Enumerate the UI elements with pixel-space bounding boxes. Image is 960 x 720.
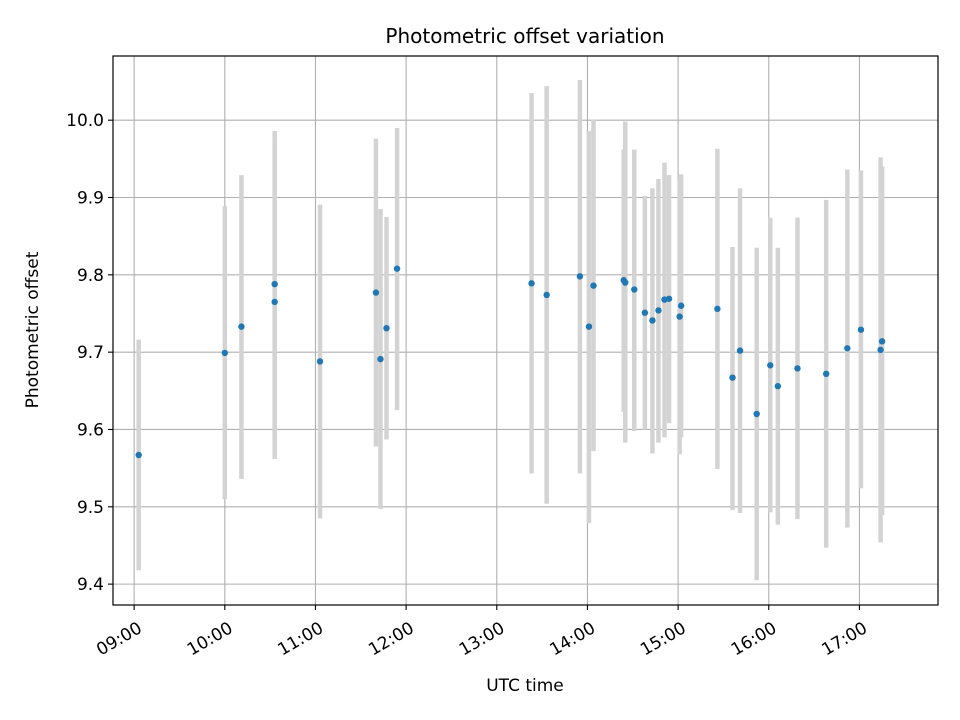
data-point	[676, 313, 683, 320]
data-point	[729, 374, 736, 381]
data-point	[631, 286, 638, 293]
chart-title: Photometric offset variation	[385, 24, 664, 48]
y-tick-label: 9.5	[77, 498, 104, 518]
data-point	[774, 382, 782, 390]
y-tick-label: 10.0	[66, 111, 104, 131]
data-point	[877, 346, 884, 354]
plot-frame	[112, 55, 939, 606]
data-point	[655, 307, 662, 314]
data-point	[794, 365, 801, 372]
data-point	[528, 280, 535, 287]
data-point	[576, 273, 584, 280]
x-axis-title: UTC time	[486, 676, 564, 696]
data-point	[736, 347, 744, 354]
y-tick-label: 9.6	[77, 420, 104, 440]
data-point	[135, 451, 142, 459]
data-point	[543, 291, 550, 299]
data-point	[857, 326, 865, 333]
y-tick-label: 9.9	[77, 189, 104, 209]
y-tick-label: 9.8	[77, 266, 104, 286]
data-point	[822, 370, 830, 378]
data-point	[753, 410, 760, 418]
data-point	[590, 282, 597, 289]
data-point	[665, 295, 673, 302]
data-point	[677, 302, 685, 309]
data-point	[641, 309, 649, 316]
y-tick-label: 9.7	[77, 343, 104, 363]
data-point	[393, 265, 401, 272]
data-point	[622, 279, 629, 286]
y-axis-title: Photometric offset	[23, 251, 43, 408]
y-tick-label: 9.4	[77, 575, 104, 595]
data-point	[649, 317, 656, 324]
data-point	[844, 345, 851, 352]
data-point	[271, 280, 278, 288]
data-point	[878, 338, 886, 345]
data-point	[714, 305, 721, 313]
data-point	[271, 298, 278, 306]
data-point	[238, 323, 245, 330]
data-point	[372, 289, 380, 296]
data-point	[585, 323, 593, 330]
data-point	[221, 349, 229, 357]
data-point	[767, 362, 774, 369]
data-point	[377, 355, 384, 363]
data-point	[383, 324, 390, 332]
data-points	[135, 265, 886, 459]
data-point	[316, 358, 324, 365]
y-axis-ticks: 9.4 9.5 9.6 9.7 9.8 9.9 10.0	[66, 111, 113, 595]
